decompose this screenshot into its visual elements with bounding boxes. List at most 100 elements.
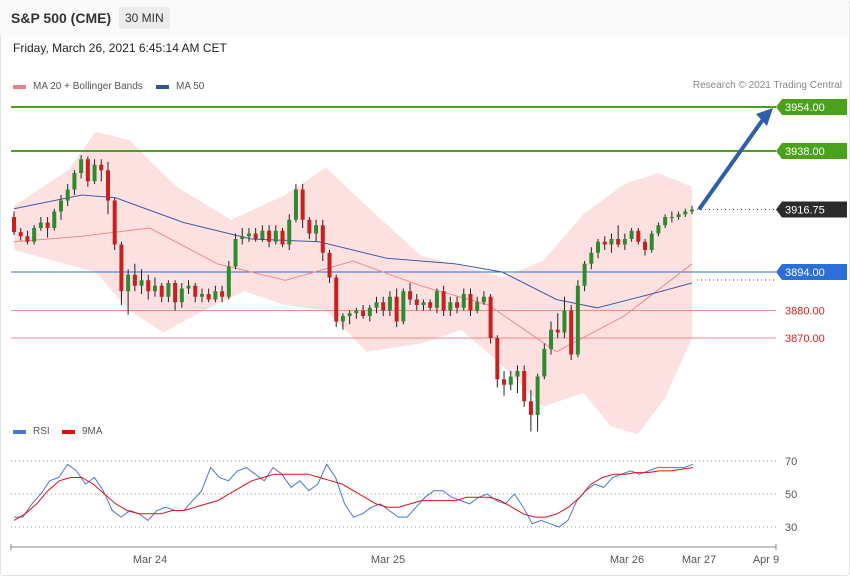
- candle-body: [629, 230, 634, 239]
- candle-body: [475, 302, 480, 311]
- candle-body: [287, 219, 292, 245]
- candle: [213, 285, 218, 303]
- candle-body: [253, 233, 258, 239]
- candle: [246, 228, 251, 242]
- candle-body: [18, 232, 23, 237]
- candle: [488, 294, 493, 344]
- candle-body: [394, 296, 399, 322]
- candle-body: [596, 241, 601, 253]
- candle: [280, 228, 285, 248]
- candle-body: [401, 291, 406, 322]
- candle-body: [663, 217, 668, 226]
- candle: [307, 217, 312, 239]
- candle-body: [555, 329, 560, 333]
- candle: [32, 225, 37, 245]
- candle-body: [12, 217, 16, 233]
- candle-body: [72, 173, 77, 190]
- candle: [515, 365, 520, 393]
- candle-body: [609, 239, 614, 245]
- candle-body: [233, 239, 238, 267]
- candle: [226, 261, 231, 300]
- candle: [374, 296, 379, 314]
- candle: [676, 211, 681, 220]
- candle-body: [367, 307, 372, 316]
- candle: [112, 197, 117, 250]
- candle: [300, 184, 305, 228]
- candle-body: [441, 291, 446, 311]
- candle: [434, 288, 439, 314]
- rsi-tick-30: 30: [785, 522, 797, 534]
- candle: [690, 206, 694, 215]
- candle-body: [112, 200, 117, 245]
- candle: [146, 274, 151, 300]
- candle: [340, 313, 345, 330]
- candle: [622, 233, 627, 250]
- forecast-arrow-head: [756, 108, 773, 126]
- candle-body: [173, 283, 178, 303]
- candle: [334, 274, 339, 327]
- level-label-3954.00: 3954.00: [785, 102, 825, 114]
- candle: [535, 373, 540, 432]
- level-tag-3938.00: [776, 143, 847, 159]
- candle: [582, 261, 587, 292]
- candle: [260, 225, 265, 242]
- candle: [542, 343, 547, 380]
- candle-body: [468, 294, 473, 311]
- candle: [25, 230, 30, 245]
- candle: [65, 184, 70, 206]
- candle-body: [528, 401, 533, 415]
- candle: [72, 170, 77, 195]
- candle: [99, 159, 104, 182]
- candle: [132, 263, 137, 292]
- legend-rsi: RSI: [13, 426, 50, 437]
- report-date: Friday, March 26, 2021 6:45:14 AM CET: [13, 41, 227, 55]
- candle: [193, 283, 198, 303]
- candle-body: [52, 211, 57, 228]
- timeframe-button[interactable]: 30 MIN: [119, 7, 170, 29]
- candle-body: [320, 225, 325, 253]
- candle: [38, 217, 43, 231]
- candle: [273, 225, 278, 245]
- level-label-3870.00: 3870.00: [785, 333, 825, 345]
- candle-body: [206, 294, 211, 300]
- candle-body: [434, 291, 439, 308]
- candle-body: [314, 225, 319, 234]
- legend-ma50-label: MA 50: [176, 81, 205, 92]
- candle-body: [616, 239, 621, 245]
- candle-body: [220, 291, 225, 297]
- candle: [79, 155, 84, 179]
- candle: [253, 228, 258, 242]
- candle-body: [213, 291, 218, 300]
- candle-body: [582, 263, 587, 286]
- candle-body: [569, 310, 574, 355]
- candle-body: [132, 274, 137, 286]
- candle: [45, 217, 50, 238]
- level-tag-3894.00: [776, 264, 847, 280]
- candle-body: [240, 236, 245, 239]
- legend-ma20: MA 20 + Bollinger Bands: [13, 81, 143, 92]
- candle-body: [226, 266, 231, 297]
- candle: [287, 214, 292, 250]
- candle: [293, 184, 298, 223]
- candle: [314, 219, 319, 242]
- candle: [126, 269, 131, 315]
- candle-body: [119, 244, 124, 292]
- candle: [152, 277, 157, 297]
- candle-body: [92, 164, 97, 182]
- candle: [159, 283, 164, 303]
- ma50-swatch: [156, 84, 169, 89]
- bollinger-band: [14, 131, 692, 435]
- candle: [394, 288, 399, 327]
- candle-body: [448, 302, 453, 311]
- candle: [656, 222, 661, 237]
- candle: [408, 283, 413, 305]
- candle-body: [267, 230, 272, 242]
- x-axis-label: Mar 24: [133, 554, 167, 566]
- candle-body: [676, 214, 681, 217]
- candle-body: [260, 230, 265, 239]
- candle: [92, 159, 97, 184]
- candle-body: [602, 241, 607, 245]
- candle-body: [562, 310, 567, 333]
- candle: [186, 280, 191, 294]
- candle: [508, 371, 513, 391]
